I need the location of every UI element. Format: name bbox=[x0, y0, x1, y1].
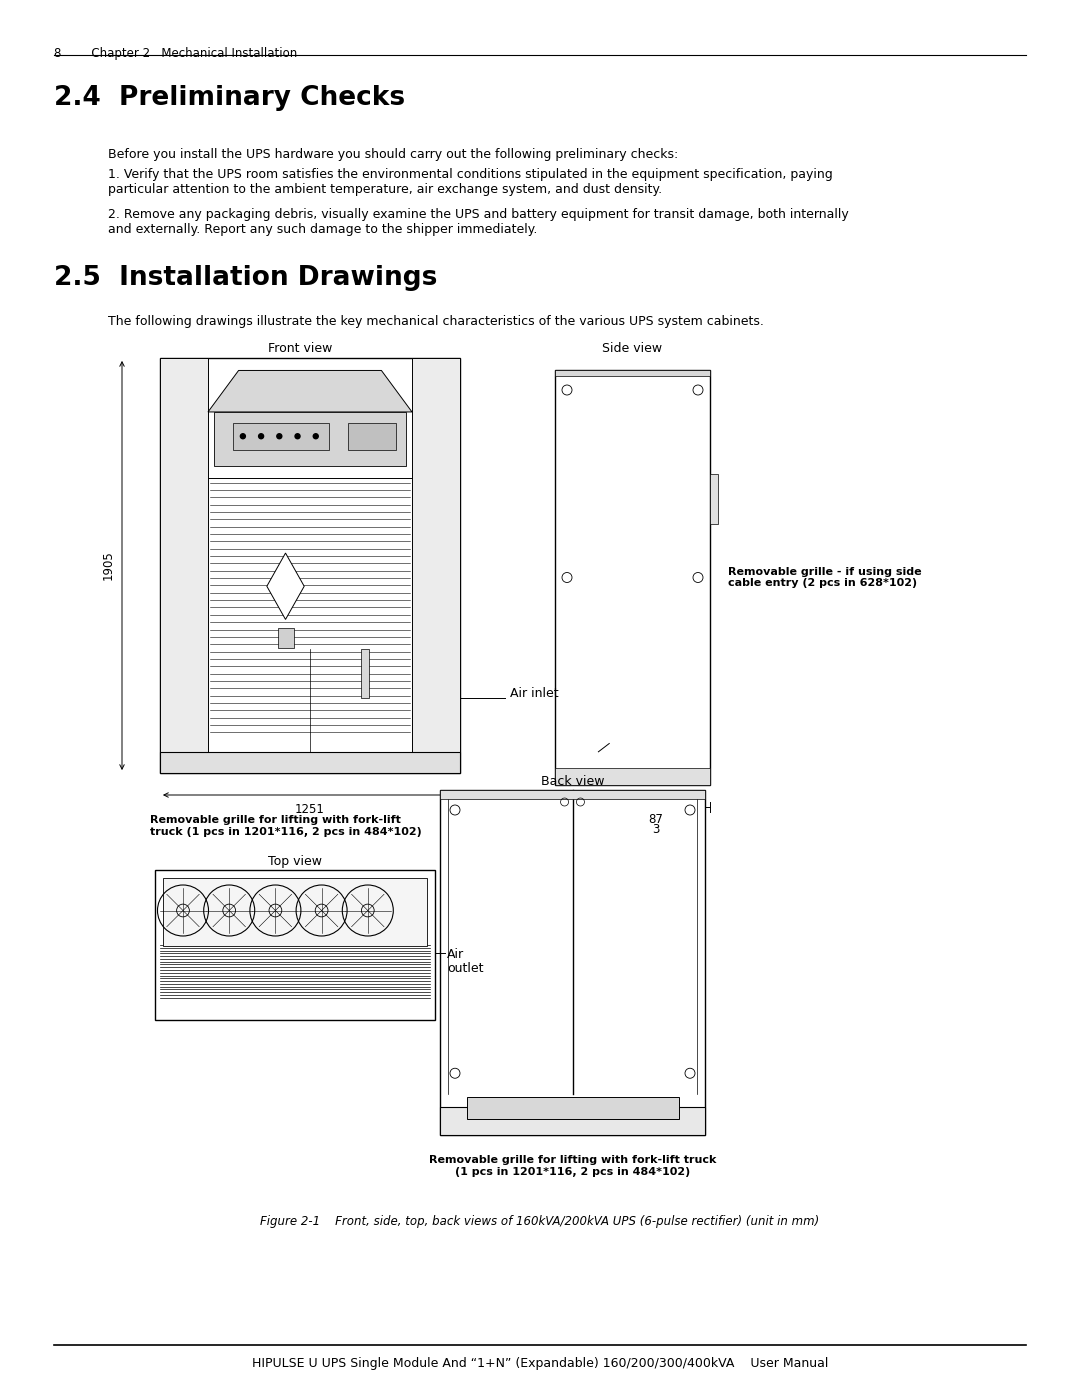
Text: Figure 2-1    Front, side, top, back views of 160kVA/200kVA UPS (6-pulse rectifi: Figure 2-1 Front, side, top, back views … bbox=[260, 1215, 820, 1228]
Bar bbox=[440, 789, 705, 799]
Text: 8        Chapter 2   Mechanical Installation: 8 Chapter 2 Mechanical Installation bbox=[54, 47, 297, 60]
Polygon shape bbox=[267, 553, 305, 619]
Text: Air
outlet: Air outlet bbox=[447, 947, 484, 975]
Polygon shape bbox=[208, 370, 411, 412]
Text: The following drawings illustrate the key mechanical characteristics of the vari: The following drawings illustrate the ke… bbox=[108, 314, 764, 328]
Bar bbox=[156, 870, 435, 1020]
Text: Front view: Front view bbox=[268, 342, 333, 355]
Bar bbox=[361, 648, 369, 698]
Bar bbox=[233, 423, 329, 450]
Bar bbox=[555, 768, 710, 785]
Bar bbox=[710, 474, 718, 524]
Text: Removable grille for lifting with fork-lift
truck (1 pcs in 1201*116, 2 pcs in 4: Removable grille for lifting with fork-l… bbox=[150, 814, 422, 837]
Bar bbox=[555, 370, 710, 376]
Text: Top view: Top view bbox=[268, 855, 322, 868]
Bar bbox=[214, 412, 406, 467]
Bar bbox=[440, 789, 705, 1134]
Text: 2.5  Installation Drawings: 2.5 Installation Drawings bbox=[54, 265, 437, 291]
Bar bbox=[411, 358, 460, 773]
Bar bbox=[555, 370, 710, 785]
Text: 1905: 1905 bbox=[102, 550, 114, 580]
Text: 2. Remove any packaging debris, visually examine the UPS and battery equipment f: 2. Remove any packaging debris, visually… bbox=[108, 208, 849, 236]
Bar bbox=[349, 423, 396, 450]
Text: Before you install the UPS hardware you should carry out the following prelimina: Before you install the UPS hardware you … bbox=[108, 148, 678, 161]
Text: Side view: Side view bbox=[603, 342, 662, 355]
Circle shape bbox=[258, 433, 264, 439]
Text: Air inlet: Air inlet bbox=[510, 687, 558, 700]
Text: Removable grille for lifting with fork-lift truck
(1 pcs in 1201*116, 2 pcs in 4: Removable grille for lifting with fork-l… bbox=[429, 1155, 716, 1176]
Text: 1. Verify that the UPS room satisfies the environmental conditions stipulated in: 1. Verify that the UPS room satisfies th… bbox=[108, 168, 833, 196]
Circle shape bbox=[241, 433, 245, 439]
Text: Back view: Back view bbox=[541, 775, 604, 788]
Text: HIPULSE U UPS Single Module And “1+N” (Expandable) 160/200/300/400kVA    User Ma: HIPULSE U UPS Single Module And “1+N” (E… bbox=[252, 1356, 828, 1370]
Bar bbox=[163, 877, 427, 946]
Bar bbox=[278, 627, 294, 648]
Bar bbox=[160, 358, 208, 773]
Text: Removable grille - if using side
cable entry (2 pcs in 628*102): Removable grille - if using side cable e… bbox=[728, 567, 921, 588]
Text: 87: 87 bbox=[648, 813, 663, 826]
Text: 3: 3 bbox=[652, 823, 660, 835]
Bar bbox=[160, 752, 460, 773]
Circle shape bbox=[295, 433, 300, 439]
Text: 2.4  Preliminary Checks: 2.4 Preliminary Checks bbox=[54, 85, 405, 110]
Text: 1251: 1251 bbox=[295, 803, 325, 816]
Circle shape bbox=[313, 433, 319, 439]
Bar bbox=[440, 1108, 705, 1134]
Bar bbox=[160, 358, 460, 773]
Bar bbox=[467, 1097, 678, 1119]
Circle shape bbox=[276, 433, 282, 439]
